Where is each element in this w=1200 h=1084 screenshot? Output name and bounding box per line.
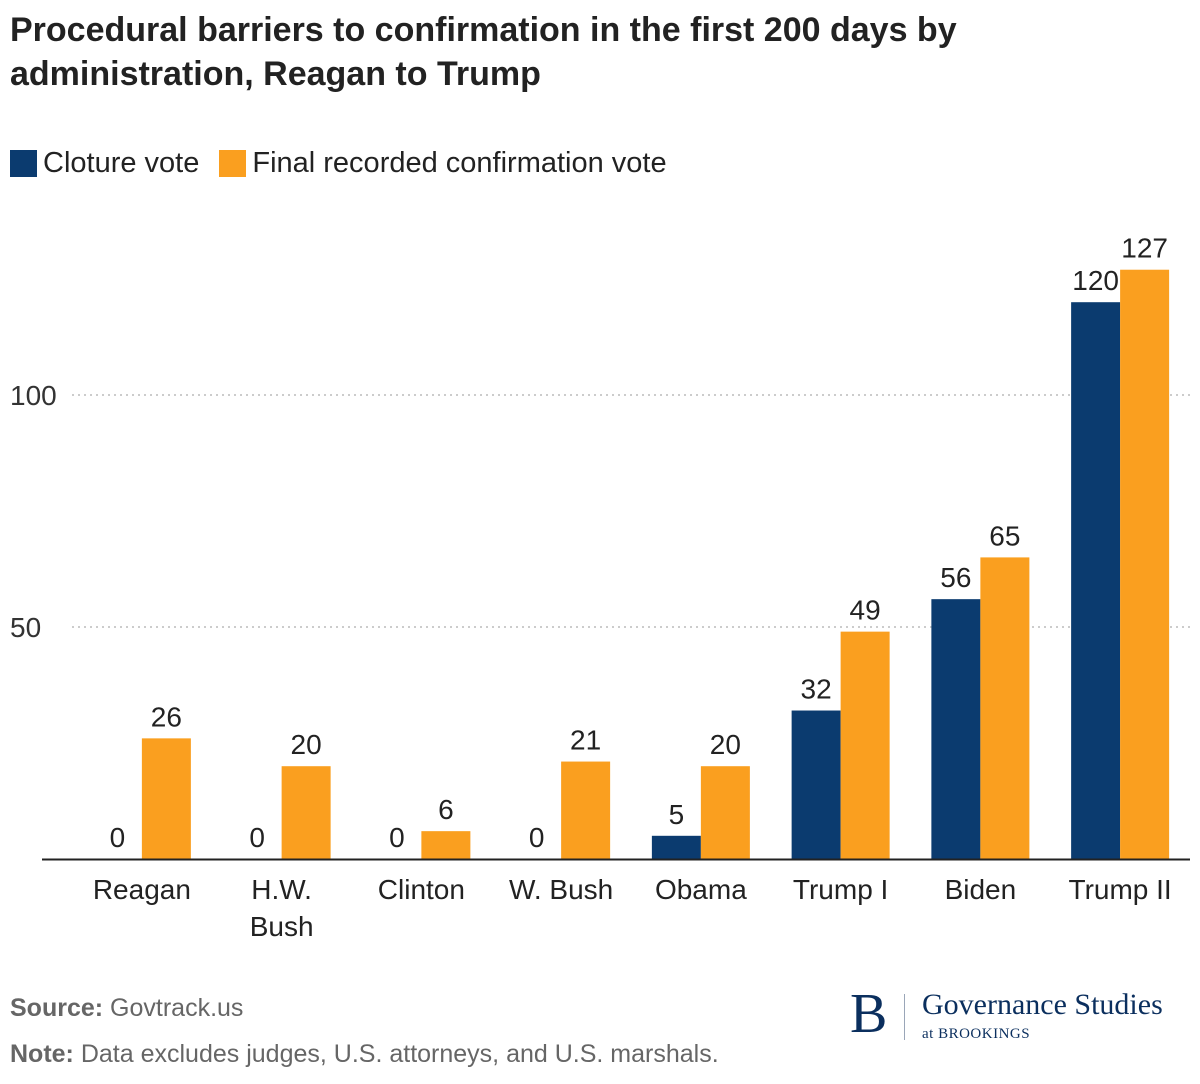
note-text: Data excludes judges, U.S. attorneys, an… — [80, 1040, 719, 1068]
bar-final-5 — [840, 631, 890, 859]
logo-mark: B — [850, 983, 888, 1045]
data-label-cloture-0: 0 — [110, 822, 126, 853]
data-label-final-3: 21 — [570, 725, 601, 756]
brookings-logo: B Governance Studies at BROOKINGS — [850, 986, 1195, 1050]
logo-subtitle: at BROOKINGS — [922, 1026, 1031, 1042]
data-label-cloture-2: 0 — [389, 822, 405, 853]
data-label-final-5: 49 — [850, 595, 881, 626]
x-tick-label-7: Trump II — [1069, 874, 1172, 905]
bar-chart: 50 100 0 26 Reagan 0 20 H.W. Bush 0 6 Clinton 0 21 W. … — [10, 233, 1190, 942]
data-label-cloture-6: 56 — [940, 562, 971, 593]
bar-final-4 — [700, 766, 750, 859]
source-line: Source: Govtrack.us — [10, 994, 243, 1023]
logo-divider — [904, 994, 905, 1040]
logo-name: Governance Studies — [922, 988, 1163, 1021]
x-tick-label-0: Reagan — [93, 874, 191, 905]
bar-final-7 — [1120, 269, 1170, 860]
y-tick-label-50: 50 — [10, 612, 41, 643]
legend-label-final-vote: Final recorded confirmation vote — [252, 146, 667, 179]
bar-final-2 — [421, 831, 471, 859]
bar-final-6 — [980, 557, 1030, 859]
source-text: Govtrack.us — [110, 994, 244, 1022]
x-tick-label-5: Trump I — [793, 874, 888, 905]
bar-cloture-6 — [931, 599, 981, 859]
x-tick-label-1-1: Bush — [250, 911, 314, 942]
bar-cloture-7 — [1071, 302, 1121, 859]
note-label: Note: — [10, 1040, 74, 1068]
data-label-final-6: 65 — [989, 520, 1020, 551]
legend-item-cloture: Cloture vote — [10, 147, 199, 180]
bar-cloture-5 — [791, 710, 841, 859]
bar-final-1 — [281, 766, 331, 859]
bar-final-0 — [141, 738, 191, 859]
data-label-cloture-7: 120 — [1072, 265, 1119, 296]
x-tick-label-2: Clinton — [378, 874, 465, 905]
data-label-final-7: 127 — [1121, 233, 1168, 264]
legend: Cloture vote Final recorded confirmation… — [10, 146, 687, 180]
data-label-final-1: 20 — [291, 729, 322, 760]
data-label-final-2: 6 — [438, 794, 454, 825]
bar-cloture-4 — [651, 835, 701, 859]
x-tick-label-6: Biden — [945, 874, 1017, 905]
data-label-cloture-4: 5 — [669, 799, 685, 830]
data-label-final-0: 26 — [151, 701, 182, 732]
x-tick-label-1-0: H.W. — [251, 874, 312, 905]
legend-swatch-cloture — [10, 149, 37, 177]
legend-item-final-vote: Final recorded confirmation vote — [219, 146, 667, 180]
data-label-cloture-1: 0 — [249, 822, 265, 853]
y-tick-label-100: 100 — [10, 380, 57, 411]
legend-swatch-final-vote — [219, 149, 247, 177]
data-label-cloture-3: 0 — [529, 822, 545, 853]
legend-label-cloture: Cloture vote — [43, 146, 200, 179]
bar-final-3 — [561, 761, 611, 859]
data-label-cloture-5: 32 — [801, 674, 832, 705]
x-tick-label-4: Obama — [655, 874, 747, 905]
x-tick-label-3: W. Bush — [509, 874, 613, 905]
note-line: Note: Data excludes judges, U.S. attorne… — [10, 1040, 719, 1069]
source-label: Source: — [10, 994, 104, 1022]
data-label-final-4: 20 — [710, 729, 741, 760]
chart-title: Procedural barriers to confirmation in t… — [10, 11, 957, 93]
